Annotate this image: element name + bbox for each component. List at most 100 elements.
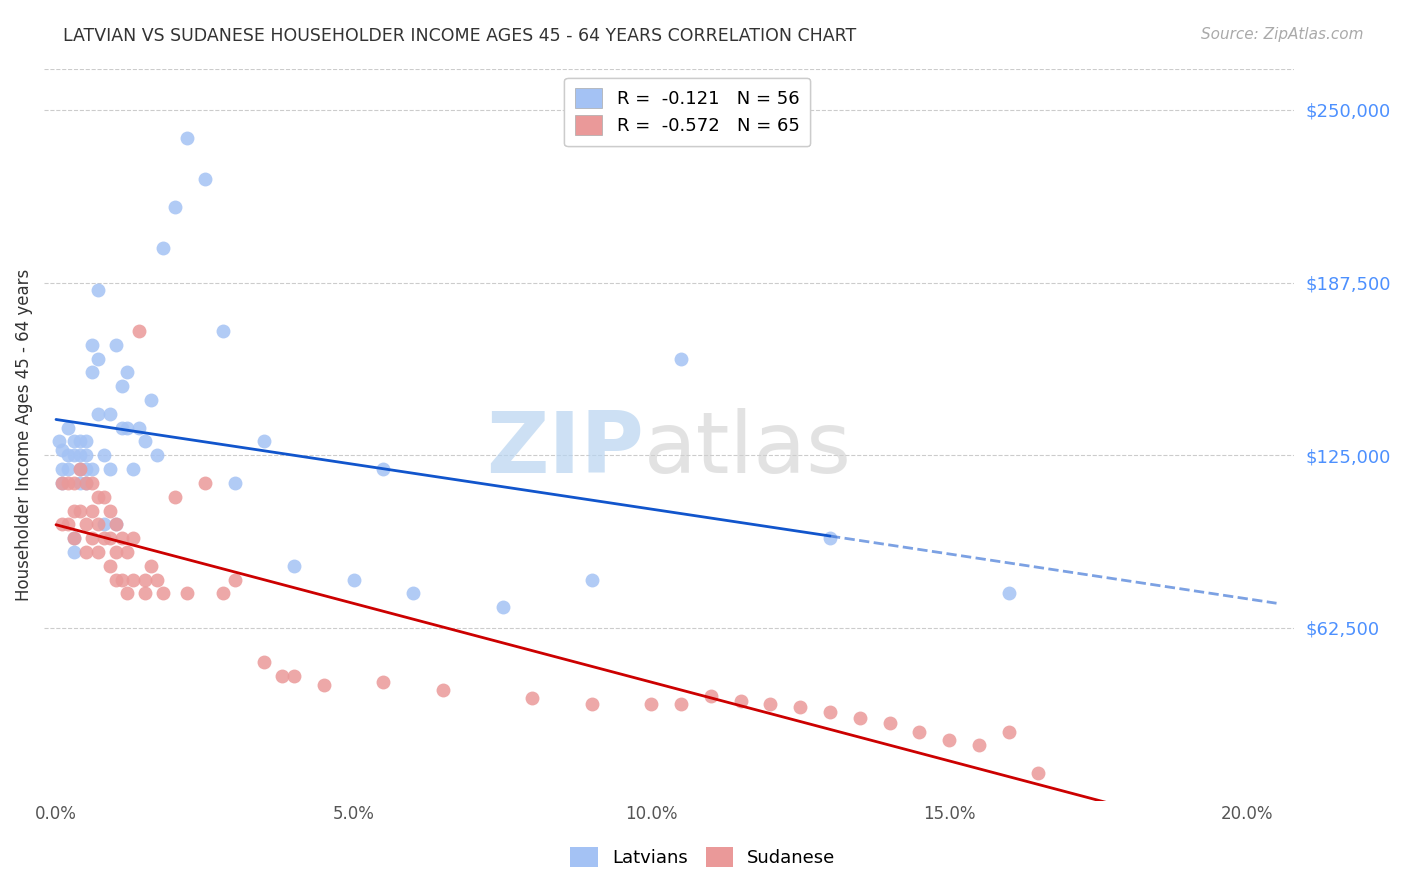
Point <box>63 531 86 545</box>
Point <box>86 545 108 559</box>
Point <box>56 448 79 462</box>
Point <box>75 475 97 490</box>
Point <box>581 697 603 711</box>
Point <box>165 490 187 504</box>
Point <box>80 366 103 380</box>
Point <box>80 503 103 517</box>
Point <box>491 600 513 615</box>
Point <box>75 517 97 532</box>
Point <box>104 517 127 532</box>
Point <box>51 517 73 532</box>
Y-axis label: Householder Income Ages 45 - 64 years: Householder Income Ages 45 - 64 years <box>15 268 32 600</box>
Point <box>122 462 145 476</box>
Point <box>402 586 425 600</box>
Point <box>56 517 79 532</box>
Point <box>908 724 931 739</box>
Point <box>69 462 91 476</box>
Point <box>176 586 198 600</box>
Point <box>818 531 841 545</box>
Point <box>373 462 395 476</box>
Point <box>98 503 121 517</box>
Point <box>759 697 782 711</box>
Point <box>104 517 127 532</box>
Point <box>146 448 169 462</box>
Point <box>86 407 108 421</box>
Point <box>98 462 121 476</box>
Point <box>86 283 108 297</box>
Point <box>75 448 97 462</box>
Point <box>63 531 86 545</box>
Point <box>373 674 395 689</box>
Point <box>253 656 276 670</box>
Point <box>134 573 156 587</box>
Text: Source: ZipAtlas.com: Source: ZipAtlas.com <box>1201 27 1364 42</box>
Legend: R =  -0.121   N = 56, R =  -0.572   N = 65: R = -0.121 N = 56, R = -0.572 N = 65 <box>564 78 810 146</box>
Point <box>789 699 811 714</box>
Point <box>879 716 901 731</box>
Point <box>98 407 121 421</box>
Point <box>211 324 233 338</box>
Point <box>93 517 115 532</box>
Point <box>104 573 127 587</box>
Point <box>128 324 150 338</box>
Point <box>141 392 163 407</box>
Point <box>312 677 335 691</box>
Legend: Latvians, Sudanese: Latvians, Sudanese <box>564 839 842 874</box>
Point <box>997 724 1019 739</box>
Point <box>56 420 79 434</box>
Point <box>122 531 145 545</box>
Point <box>134 434 156 449</box>
Point <box>152 586 174 600</box>
Point <box>176 130 198 145</box>
Point <box>194 172 217 186</box>
Point <box>165 200 187 214</box>
Point <box>48 434 70 449</box>
Point <box>117 586 139 600</box>
Point <box>134 586 156 600</box>
Point <box>128 420 150 434</box>
Point <box>69 503 91 517</box>
Point <box>640 697 662 711</box>
Point <box>69 462 91 476</box>
Point <box>80 462 103 476</box>
Point <box>63 434 86 449</box>
Point <box>997 586 1019 600</box>
Point <box>110 420 132 434</box>
Point <box>80 531 103 545</box>
Point <box>194 475 217 490</box>
Point <box>69 448 91 462</box>
Point <box>152 241 174 255</box>
Point <box>98 558 121 573</box>
Point <box>700 689 723 703</box>
Point <box>117 420 139 434</box>
Point <box>211 586 233 600</box>
Point <box>86 517 108 532</box>
Text: ZIP: ZIP <box>486 408 644 491</box>
Point <box>93 490 115 504</box>
Point <box>75 462 97 476</box>
Point <box>224 475 246 490</box>
Point <box>110 531 132 545</box>
Point <box>110 573 132 587</box>
Point <box>75 475 97 490</box>
Point <box>86 490 108 504</box>
Point <box>63 448 86 462</box>
Point <box>283 558 305 573</box>
Point <box>93 531 115 545</box>
Point <box>224 573 246 587</box>
Point <box>669 351 692 366</box>
Point <box>730 694 752 708</box>
Point <box>848 711 870 725</box>
Point <box>51 475 73 490</box>
Point <box>69 475 91 490</box>
Text: atlas: atlas <box>644 408 852 491</box>
Point <box>1028 766 1050 780</box>
Point <box>75 545 97 559</box>
Point <box>967 739 990 753</box>
Point <box>938 732 960 747</box>
Point <box>51 442 73 457</box>
Point <box>122 573 145 587</box>
Point <box>581 573 603 587</box>
Point <box>283 669 305 683</box>
Point <box>117 366 139 380</box>
